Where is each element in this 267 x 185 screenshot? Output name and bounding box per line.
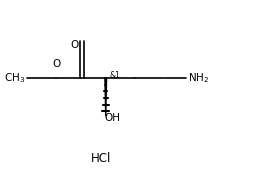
Text: HCl: HCl <box>91 152 111 165</box>
Text: &1: &1 <box>109 71 120 80</box>
Text: O: O <box>71 40 79 50</box>
Text: O: O <box>52 59 60 69</box>
Text: NH$_2$: NH$_2$ <box>188 71 209 85</box>
Text: OH: OH <box>104 113 120 123</box>
Text: CH$_3$: CH$_3$ <box>4 71 25 85</box>
Polygon shape <box>105 78 107 116</box>
